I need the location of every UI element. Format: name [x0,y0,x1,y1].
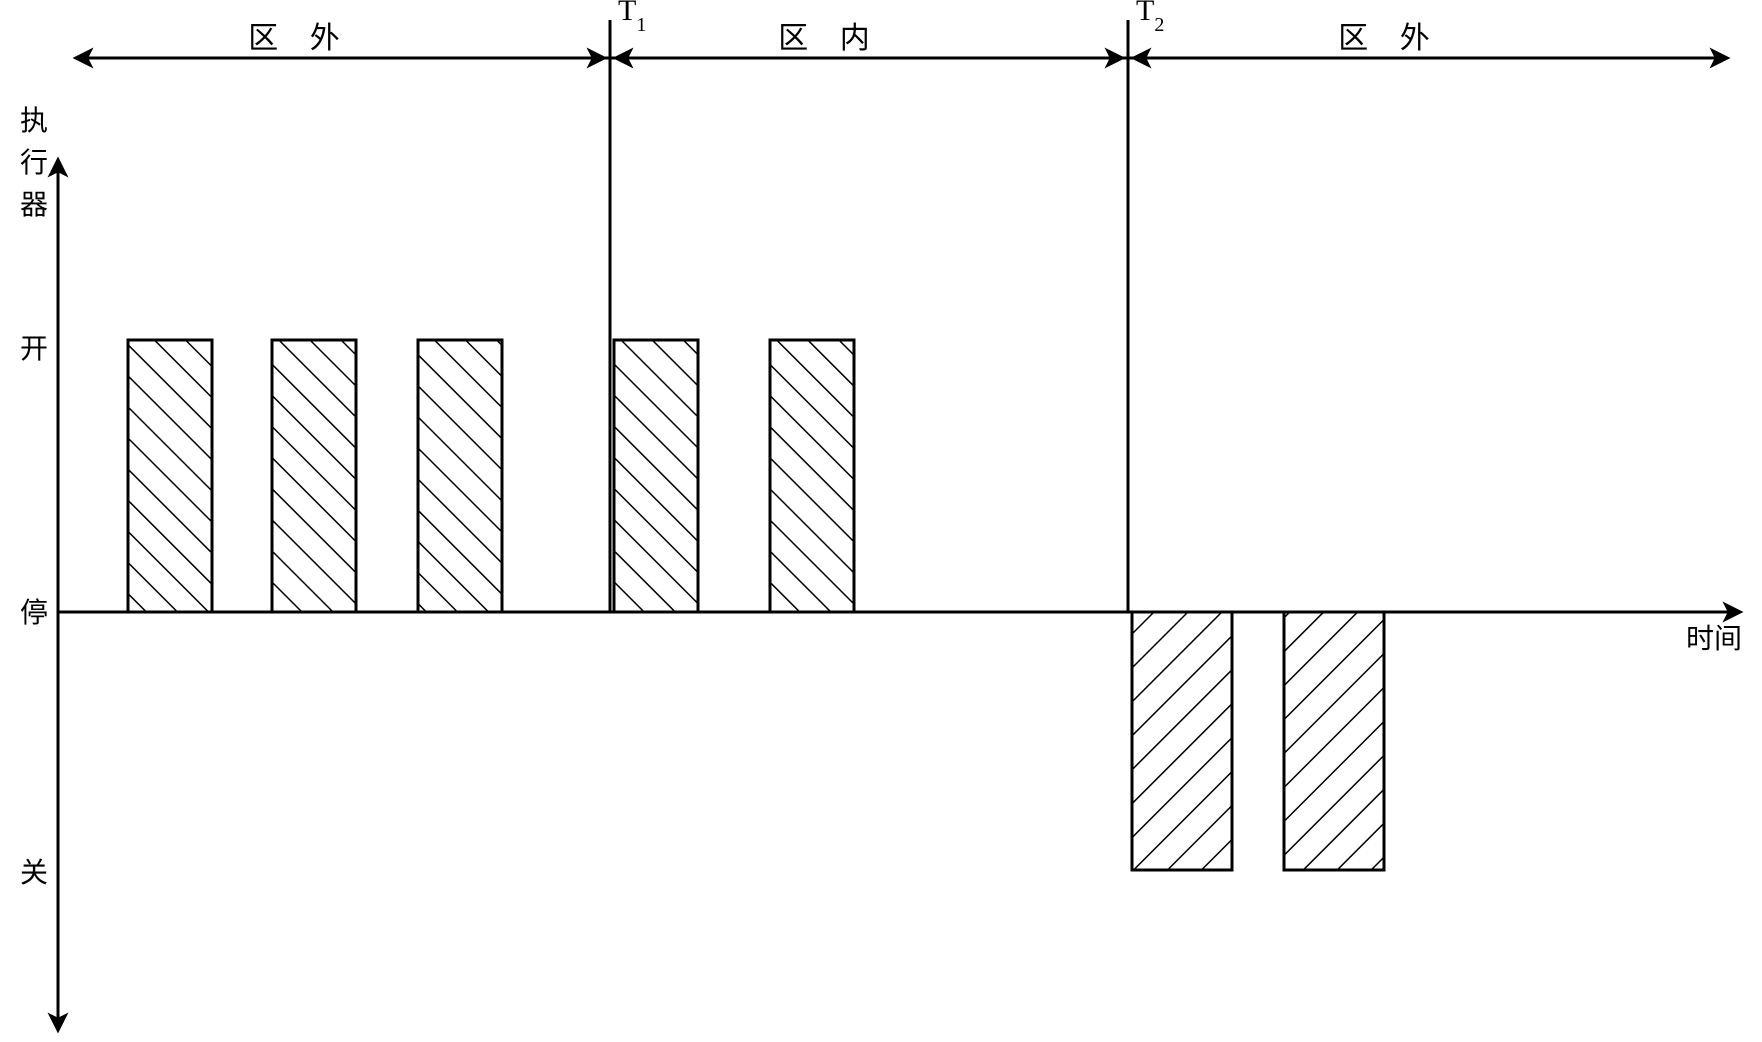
bar-open [418,340,502,612]
x-axis-label: 时间 [1686,623,1742,655]
y-axis-label: 行 [20,147,48,179]
zone-label: 区 外 [248,22,352,55]
timing-diagram: 区 外 区 内 区 外执行器开停关 时间 T1 T2 [0,0,1762,1042]
marker-T2: T2 [1136,0,1164,36]
y-tick-open: 开 [20,334,48,365]
bar-open [770,340,854,612]
y-tick-stop: 停 [20,597,48,629]
zone-label: 区 外 [1338,22,1442,55]
y-tick-close: 关 [20,857,48,889]
bar-close [1284,612,1384,870]
y-axis-label: 执 [20,105,48,137]
bar-open [272,340,356,612]
zone-label: 区 内 [778,22,882,55]
bar-open [614,340,698,612]
bar-close [1132,612,1232,870]
bar-open [128,340,212,612]
marker-T1: T1 [618,0,646,36]
y-axis-label: 器 [20,190,48,221]
